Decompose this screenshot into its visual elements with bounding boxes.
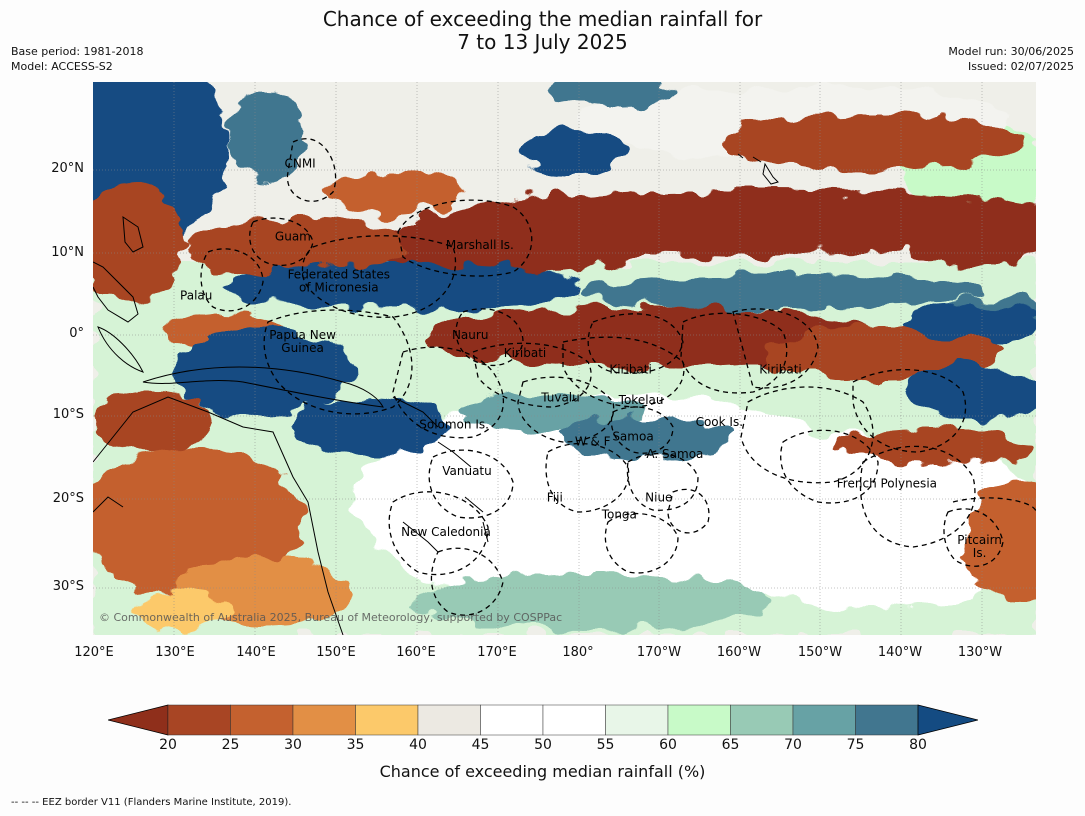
colorbar-under-triangle bbox=[108, 704, 169, 736]
lat-label: 10°N bbox=[51, 245, 84, 260]
colorbar-segment bbox=[855, 704, 919, 736]
region-label: Is. bbox=[973, 546, 987, 560]
colorbar-tick-label: 55 bbox=[596, 737, 615, 753]
lon-label: 180° bbox=[562, 645, 594, 660]
colorbar-segment bbox=[730, 704, 794, 736]
colorbar-segment bbox=[417, 704, 481, 736]
lon-label: 170°E bbox=[477, 645, 517, 660]
lon-label: 170°W bbox=[636, 645, 682, 660]
colorbar-segment bbox=[542, 704, 606, 736]
colorbar-segment bbox=[167, 704, 231, 736]
colorbar-tick-label: 65 bbox=[721, 737, 740, 753]
colorbar-segment bbox=[667, 704, 731, 736]
lon-label: 140°W bbox=[877, 645, 923, 660]
colorbar-segment bbox=[230, 704, 294, 736]
region-label: Kiribati bbox=[609, 362, 651, 376]
colorbar-tick-label: 20 bbox=[159, 737, 177, 753]
region-label: Samoa bbox=[612, 430, 653, 444]
lon-label: 160°E bbox=[396, 645, 436, 660]
colorbar-tick-label: 50 bbox=[534, 737, 552, 753]
lon-label: 140°E bbox=[236, 645, 276, 660]
lon-label: 150°E bbox=[316, 645, 356, 660]
colorbar-over-triangle bbox=[917, 704, 978, 736]
region-label: Cook Is. bbox=[696, 415, 743, 429]
region-label: W & F bbox=[575, 435, 611, 449]
coastlines bbox=[93, 153, 779, 635]
run-info-left: Base period: 1981-2018 Model: ACCESS-S2 bbox=[11, 44, 143, 74]
region-label: New Caledonia bbox=[401, 525, 491, 539]
map-graticule bbox=[93, 82, 1036, 635]
region-label: Fiji bbox=[547, 490, 563, 504]
region-label: Niue bbox=[645, 490, 672, 504]
region-label: Nauru bbox=[452, 328, 488, 342]
colorbar-tick-label: 80 bbox=[909, 737, 927, 753]
region-label: Tonga bbox=[601, 508, 637, 522]
colorbar-tick-label: 70 bbox=[784, 737, 802, 753]
colorbar-tick-label: 25 bbox=[221, 737, 240, 753]
region-label: Tokelau bbox=[618, 393, 664, 407]
colorbar bbox=[108, 704, 978, 736]
region-label: Vanuatu bbox=[442, 464, 492, 478]
region-label: Guinea bbox=[281, 341, 324, 355]
region-label: CNMI bbox=[284, 157, 315, 171]
lat-label: 20°S bbox=[52, 491, 84, 506]
colorbar-segment bbox=[355, 704, 419, 736]
region-label: of Micronesia bbox=[299, 280, 379, 294]
copyright-text: © Commonwealth of Australia 2025, Bureau… bbox=[99, 611, 562, 624]
region-label: Solomon Is. bbox=[419, 417, 489, 431]
lon-label: 150°W bbox=[797, 645, 843, 660]
model-text: Model: ACCESS-S2 bbox=[11, 60, 113, 73]
lat-label: 10°S bbox=[52, 407, 84, 422]
colorbar-tick-label: 75 bbox=[846, 737, 865, 753]
region-label: Tuvalu bbox=[540, 390, 580, 404]
base-period-text: Base period: 1981-2018 bbox=[11, 45, 144, 58]
lon-label: 160°W bbox=[716, 645, 762, 660]
region-label: Pitcairn bbox=[957, 533, 1002, 547]
lat-label: 0° bbox=[69, 326, 84, 341]
region-label: Kiribati bbox=[504, 346, 546, 360]
colorbar-tick-label: 60 bbox=[659, 737, 677, 753]
region-label: Kiribati bbox=[759, 362, 801, 376]
region-label: French Polynesia bbox=[837, 476, 937, 490]
region-label: Federated States bbox=[288, 267, 390, 281]
region-label: Marshall Is. bbox=[446, 238, 514, 252]
run-info-right: Model run: 30/06/2025 Issued: 02/07/2025 bbox=[948, 44, 1074, 74]
colorbar-segment bbox=[292, 704, 356, 736]
probability-field bbox=[93, 82, 1036, 635]
colorbar-segment bbox=[480, 704, 544, 736]
colorbar-tick-label: 45 bbox=[471, 737, 490, 753]
rainfall-map: CNMI Guam Marshall Is. Federated States of M… bbox=[93, 82, 1036, 635]
region-label: Guam bbox=[275, 230, 311, 244]
map-title-line-1: Chance of exceeding the median rainfall … bbox=[322, 7, 763, 31]
colorbar-tick-label: 40 bbox=[409, 737, 427, 753]
lat-label: 30°S bbox=[52, 579, 84, 594]
colorbar-segment bbox=[792, 704, 856, 736]
lat-label: 20°N bbox=[51, 161, 84, 176]
lon-label: 130°E bbox=[155, 645, 195, 660]
colorbar-label: Chance of exceeding median rainfall (%) bbox=[379, 762, 706, 781]
model-run-text: Model run: 30/06/2025 bbox=[948, 45, 1074, 58]
eez-borders bbox=[200, 138, 1036, 616]
colorbar-tick-label: 35 bbox=[346, 737, 365, 753]
map-title-line-2: 7 to 13 July 2025 bbox=[457, 30, 628, 54]
lon-label: 130°W bbox=[957, 645, 1003, 660]
eez-legend-note: -- -- -- EEZ border V11 (Flanders Marine… bbox=[11, 797, 292, 808]
issued-text: Issued: 02/07/2025 bbox=[967, 60, 1074, 73]
colorbar-tick-label: 30 bbox=[284, 737, 302, 753]
region-label: A. Samoa bbox=[646, 447, 703, 461]
region-label: Papua New bbox=[269, 328, 336, 342]
colorbar-segment bbox=[605, 704, 669, 736]
lon-label: 120°E bbox=[74, 645, 114, 660]
region-label: Palau bbox=[180, 289, 212, 303]
